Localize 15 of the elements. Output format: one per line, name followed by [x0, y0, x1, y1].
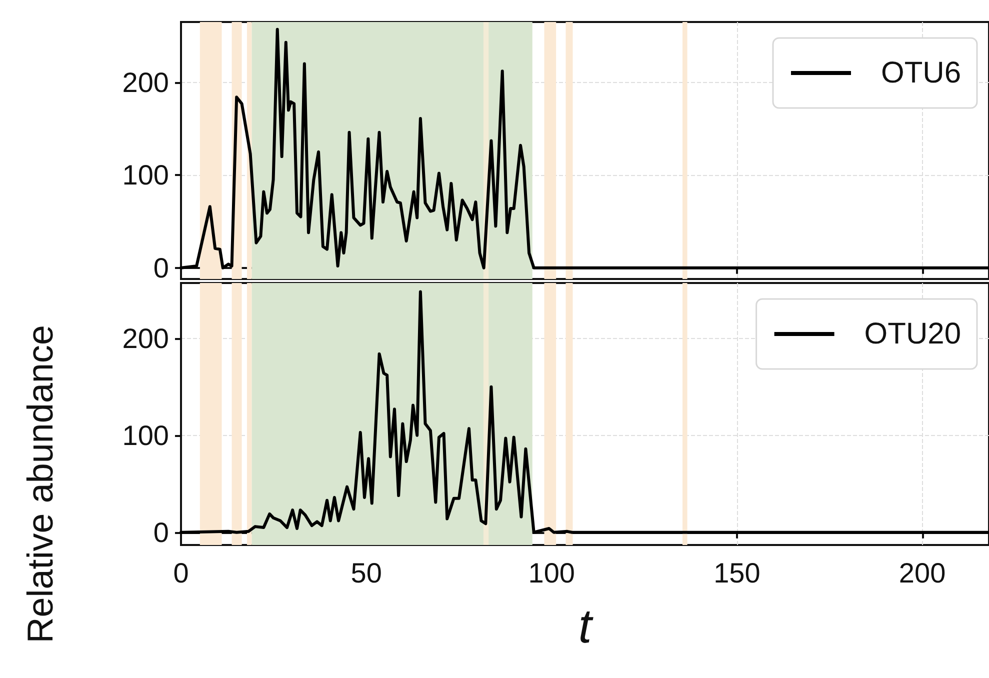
- y-axis-title: Relative abundance: [20, 325, 60, 644]
- y-tick-label: 0: [153, 252, 169, 284]
- y-tick-label: 200: [122, 322, 169, 354]
- legend-label: OTU6: [880, 56, 962, 90]
- x-tick-label: 50: [350, 558, 382, 588]
- x-tick-label: 100: [528, 558, 575, 588]
- legend-label: OTU20: [864, 318, 962, 350]
- y-tick-label: 0: [153, 516, 169, 548]
- x-tick-label: 200: [898, 558, 946, 588]
- x-tick-label: 0: [173, 558, 189, 588]
- x-tick-label: 150: [714, 558, 760, 588]
- y-tick-label: 100: [122, 420, 169, 451]
- y-tick-label: 100: [122, 160, 169, 191]
- x-axis-title: t: [578, 600, 594, 654]
- y-tick-label: 200: [122, 66, 169, 98]
